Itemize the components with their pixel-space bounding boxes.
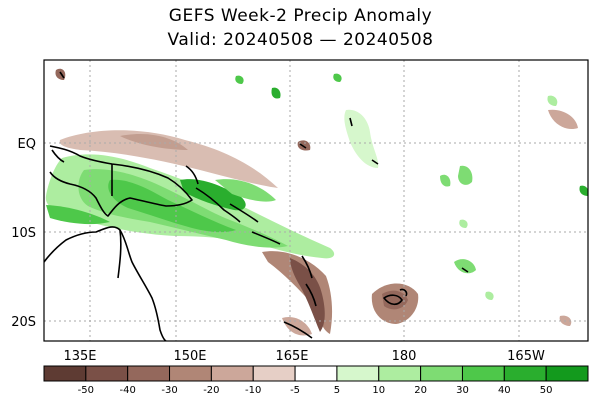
coastlines (44, 71, 469, 341)
colorbar-label: -50 (78, 385, 94, 396)
colorbar-swatch (545, 365, 589, 382)
colorbar-label: -10 (245, 385, 261, 396)
colorbar-label: 50 (540, 385, 553, 396)
lat-labels: EQ 10S 20S (11, 137, 36, 330)
lat-label-eq: EQ (18, 137, 36, 152)
lon-labels: 135E 150E 165E 180 165W (63, 349, 544, 364)
colorbar-swatch (43, 365, 87, 382)
map-subtitle: Valid: 20240508 — 20240508 (167, 30, 434, 50)
lon-label-165w: 165W (507, 349, 545, 364)
lon-label-165e: 165E (275, 349, 308, 364)
colorbar-label: -40 (120, 385, 136, 396)
colorbar-swatch (85, 365, 129, 382)
colorbar-swatch (294, 365, 338, 382)
lon-label-135e: 135E (63, 349, 96, 364)
lon-label-180: 180 (392, 349, 417, 364)
map-panel (44, 60, 588, 341)
lon-label-150e: 150E (173, 349, 206, 364)
wet-anomaly-areas (45, 73, 588, 300)
map-gridlines (44, 60, 588, 341)
lat-label-10s: 10S (11, 226, 36, 241)
colorbar-swatch (127, 365, 171, 382)
colorbar-swatch (336, 365, 380, 382)
colorbar-swatch (420, 365, 463, 382)
colorbar: -50 -40 -30 -20 -10 -5 5 10 20 30 40 50 (43, 365, 589, 396)
colorbar-label: -30 (161, 385, 177, 396)
map-border (43, 59, 589, 342)
colorbar-swatch (210, 365, 254, 382)
colorbar-label: 30 (456, 385, 469, 396)
colorbar-label: -5 (290, 385, 300, 396)
colorbar-swatch (252, 365, 296, 382)
colorbar-label: -20 (203, 385, 219, 396)
colorbar-label: 20 (414, 385, 427, 396)
colorbar-swatch (461, 365, 505, 382)
colorbar-swatch (378, 365, 422, 382)
colorbar-label: 10 (372, 385, 385, 396)
colorbar-label: 5 (334, 385, 340, 396)
map-title: GEFS Week-2 Precip Anomaly (168, 6, 433, 26)
colorbar-swatch (503, 365, 547, 382)
colorbar-swatch (169, 365, 212, 382)
lat-label-20s: 20S (11, 315, 36, 330)
colorbar-label: 40 (498, 385, 511, 396)
